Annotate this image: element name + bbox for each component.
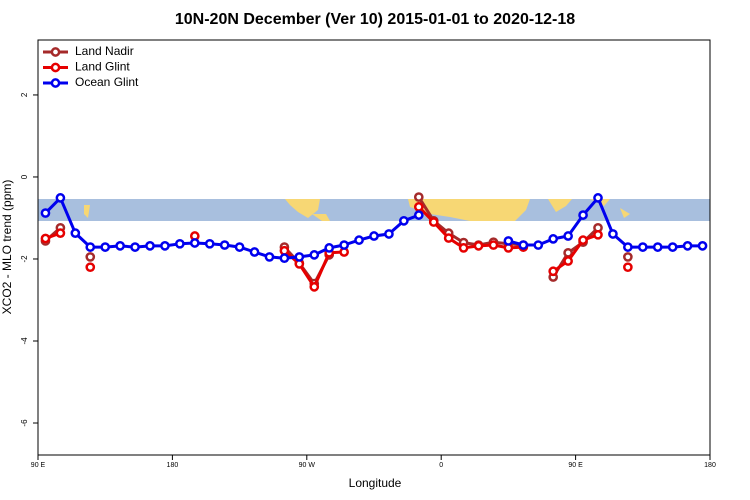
- legend-label: Land Nadir: [75, 44, 134, 58]
- point: [294, 252, 305, 262]
- point: [279, 253, 290, 264]
- chart-title: 10N-20N December (Ver 10) 2015-01-01 to …: [175, 11, 575, 28]
- point: [234, 242, 245, 252]
- plot-frame: [37, 39, 711, 456]
- point: [548, 234, 559, 244]
- legend-label: Ocean Glint: [75, 75, 139, 89]
- point: [608, 229, 618, 239]
- point: [55, 193, 66, 203]
- point: [85, 262, 96, 273]
- point: [697, 241, 708, 251]
- point: [115, 241, 125, 251]
- point: [458, 243, 469, 253]
- point: [354, 235, 364, 245]
- point: [593, 193, 603, 203]
- legend-marker: [50, 47, 61, 57]
- point: [384, 229, 394, 239]
- point: [623, 262, 633, 273]
- point: [145, 241, 155, 251]
- legend-marker: [50, 62, 61, 73]
- y-tick-label: 0: [20, 174, 29, 179]
- x-tick-label: 90 E: [31, 462, 46, 469]
- x-tick-label: 90 E: [568, 462, 583, 469]
- point: [85, 242, 96, 252]
- point: [518, 240, 529, 250]
- point: [578, 210, 588, 220]
- y-tick-label: -2: [20, 255, 29, 263]
- map-strip: [38, 199, 710, 221]
- point: [548, 266, 559, 277]
- point: [55, 228, 66, 238]
- point: [623, 252, 633, 262]
- point: [563, 256, 573, 266]
- point: [40, 233, 51, 244]
- point: [667, 242, 678, 252]
- point: [160, 241, 170, 251]
- point: [279, 245, 290, 256]
- point: [473, 241, 484, 251]
- point: [85, 252, 96, 262]
- point: [652, 242, 663, 252]
- point: [413, 192, 424, 202]
- point: [100, 242, 111, 252]
- legend-label: Land Glint: [75, 60, 130, 74]
- point: [369, 231, 379, 241]
- point: [563, 231, 573, 241]
- point: [682, 241, 693, 251]
- point: [309, 250, 320, 260]
- point: [70, 228, 81, 238]
- point: [204, 238, 215, 249]
- point: [593, 229, 603, 240]
- point: [189, 238, 200, 248]
- point: [249, 247, 260, 257]
- point: [488, 240, 499, 250]
- point: [637, 242, 648, 252]
- point: [503, 236, 514, 246]
- point: [339, 240, 349, 250]
- point: [578, 235, 588, 245]
- point: [130, 242, 140, 252]
- point: [533, 240, 544, 250]
- x-tick-label: 90 W: [299, 462, 316, 469]
- x-tick-label: 180: [167, 462, 179, 469]
- y-tick-label: -6: [20, 419, 29, 427]
- point: [219, 240, 230, 250]
- x-axis-label: Longitude: [349, 476, 402, 490]
- point: [413, 202, 424, 212]
- point: [413, 210, 424, 220]
- point: [309, 282, 320, 292]
- point: [623, 242, 633, 252]
- y-axis-label: XCO2 - MLO trend (ppm): [0, 180, 14, 315]
- point: [399, 215, 409, 226]
- point: [428, 217, 439, 227]
- point: [264, 252, 275, 262]
- y-tick-label: -4: [20, 337, 29, 345]
- point: [443, 233, 454, 243]
- y-tick-label: 2: [20, 92, 29, 97]
- x-tick-label: 0: [439, 462, 443, 469]
- legend-marker: [50, 78, 61, 88]
- x-tick-label: 180: [704, 462, 716, 469]
- point: [175, 238, 185, 249]
- point: [324, 243, 335, 253]
- point: [40, 208, 51, 218]
